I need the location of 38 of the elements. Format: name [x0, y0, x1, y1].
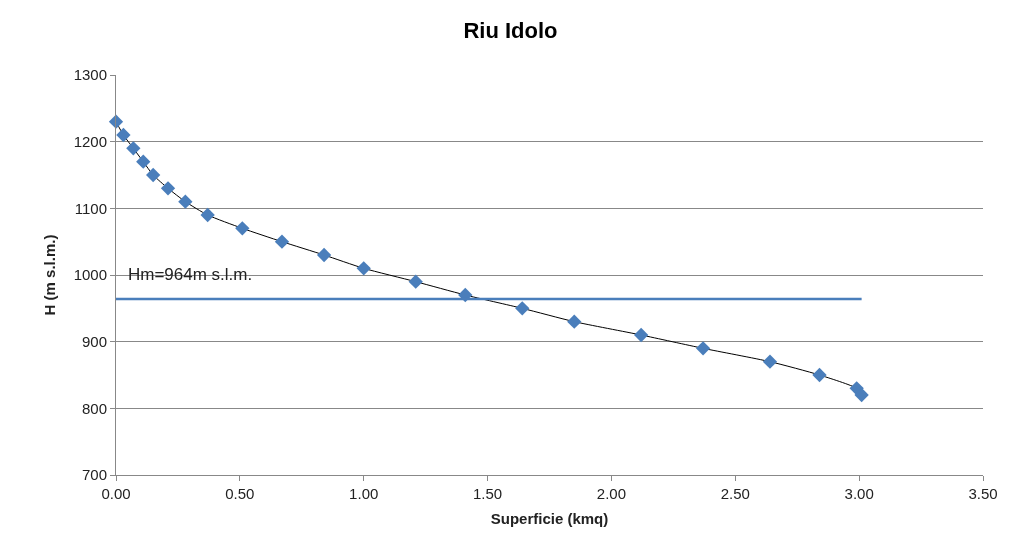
x-tick-label: 1.50: [472, 485, 503, 502]
point: [274, 234, 290, 249]
y-tick-label: 800: [81, 399, 107, 417]
x-tick-label: 2.00: [596, 485, 627, 502]
point: [634, 327, 649, 343]
x-tick-label: 2.50: [720, 485, 750, 502]
point: [695, 341, 711, 356]
point: [160, 181, 176, 196]
ref-line-label: Hm=964m s.l.m.: [128, 265, 253, 284]
point: [316, 247, 332, 263]
point: [854, 387, 869, 403]
y-axis-title: H (m s.l.m.): [40, 234, 58, 316]
point: [146, 167, 161, 183]
x-tick-label: 1.00: [349, 485, 379, 502]
point: [235, 221, 250, 236]
x-tick-label: 0.00: [101, 485, 131, 502]
y-tick-label: 1000: [73, 266, 107, 284]
point: [567, 314, 582, 329]
x-axis-title: Superficie (kmq): [490, 510, 609, 527]
point: [136, 154, 151, 169]
x-tick-label: 3.50: [968, 485, 998, 502]
point: [762, 354, 778, 369]
point: [356, 261, 371, 276]
point: [126, 141, 141, 156]
chart-title: Riu Idolo: [463, 17, 558, 43]
y-tick-label: 900: [81, 332, 107, 350]
y-tick-label: 1300: [73, 66, 107, 84]
y-tick-label: 1200: [73, 132, 107, 150]
point: [116, 127, 131, 143]
point: [200, 207, 215, 223]
y-tick-label: 1100: [74, 199, 107, 217]
point: [812, 367, 827, 383]
point: [515, 301, 530, 316]
x-tick-label: 0.50: [225, 485, 255, 502]
point: [178, 194, 193, 209]
x-tick-label: 3.00: [844, 485, 874, 502]
y-tick-label: 700: [81, 466, 107, 484]
point: [408, 274, 423, 289]
